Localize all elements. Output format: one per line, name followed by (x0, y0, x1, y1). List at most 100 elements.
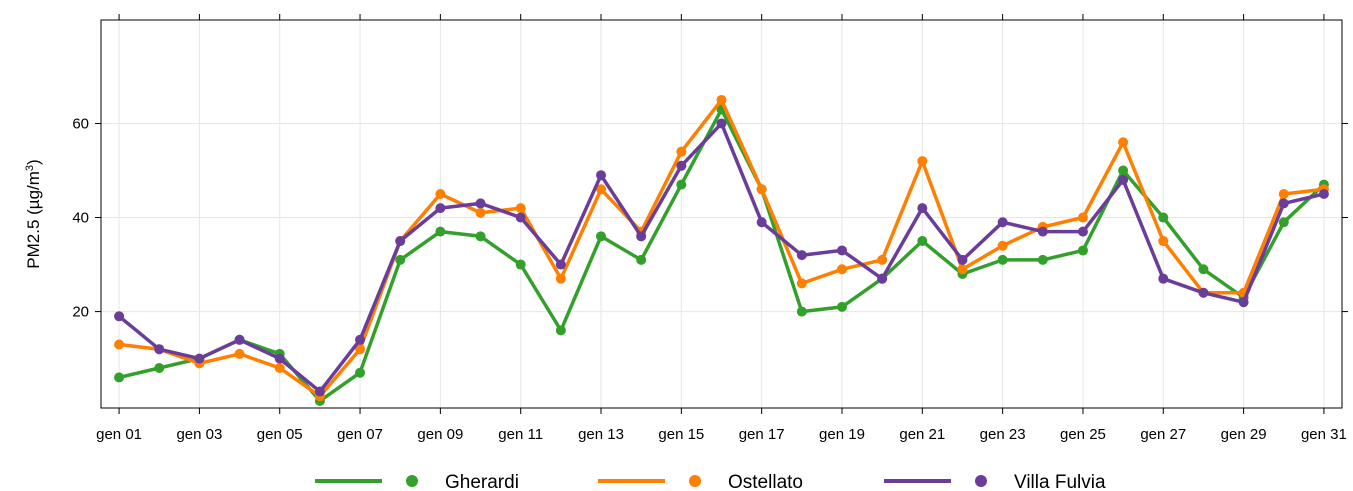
x-tick-label: gen 09 (417, 426, 463, 443)
data-point (596, 170, 607, 181)
data-point (676, 146, 687, 157)
series-gherardi (114, 104, 1329, 406)
y-tick-label: 20 (72, 304, 89, 321)
y-axis-title: PM2.5 (µg/m3) (24, 159, 43, 268)
data-point (515, 212, 526, 223)
data-point (435, 226, 446, 237)
data-point (917, 236, 928, 247)
data-point (515, 203, 526, 214)
data-point (475, 231, 486, 242)
data-point (877, 254, 888, 265)
legend-item-gherardi: Gherardi (315, 472, 519, 491)
legend-item-ostellato: Ostellato (598, 472, 803, 491)
series-line (118, 98, 1325, 398)
data-point (756, 184, 767, 195)
data-point (917, 156, 928, 167)
data-point (395, 254, 406, 265)
data-point (756, 217, 767, 228)
legend-label: Gherardi (445, 472, 519, 491)
data-point (154, 363, 165, 374)
data-point (1278, 217, 1289, 228)
legend-dot-swatch (689, 475, 701, 487)
data-point (997, 254, 1008, 265)
data-point (1037, 254, 1048, 265)
series-ostellato (114, 94, 1329, 402)
legend-dot-swatch (406, 475, 418, 487)
data-point (796, 250, 807, 261)
data-point (957, 254, 968, 265)
data-point (636, 254, 647, 265)
axis-ticks (95, 14, 1348, 414)
data-point (796, 306, 807, 317)
data-point (997, 217, 1008, 228)
data-point (836, 264, 847, 275)
data-point (475, 198, 486, 209)
data-point (154, 344, 165, 355)
data-point (555, 259, 566, 270)
legend-label: Ostellato (728, 472, 803, 491)
data-point (1278, 189, 1289, 200)
data-point (1118, 174, 1129, 185)
data-point (1077, 226, 1088, 237)
x-tick-label: gen 07 (337, 426, 383, 443)
x-tick-label: gen 31 (1301, 426, 1347, 443)
data-point (1118, 165, 1129, 176)
y-axis-title-sup: 3 (24, 165, 36, 171)
data-point (1077, 245, 1088, 256)
data-point (435, 189, 446, 200)
legend-dot-swatch (975, 475, 987, 487)
x-tick-label: gen 17 (739, 426, 785, 443)
data-point (636, 231, 647, 242)
data-point (836, 245, 847, 256)
x-tick-label: gen 05 (257, 426, 303, 443)
data-point (676, 179, 687, 190)
series-lines (114, 94, 1329, 406)
y-tick-label: 40 (72, 210, 89, 227)
data-point (1037, 226, 1048, 237)
x-tick-label: gen 27 (1140, 426, 1186, 443)
y-axis-title-main: PM2.5 (µg/m (24, 171, 43, 269)
data-point (355, 367, 366, 378)
legend-item-villa-fulvia: Villa Fulvia (884, 472, 1106, 491)
data-point (435, 203, 446, 214)
x-tick-label: gen 15 (658, 426, 704, 443)
data-point (555, 325, 566, 336)
data-point (997, 240, 1008, 251)
data-point (596, 184, 607, 195)
series-line (118, 107, 1326, 403)
data-point (234, 348, 245, 359)
x-tick-labels: gen 01 gen 03 gen 05 gen 07 gen 09 gen 11 gen … (96, 426, 1347, 443)
data-point (274, 363, 285, 374)
data-point (1077, 212, 1088, 223)
y-tick-labels: 20 40 60 (72, 115, 89, 320)
data-point (1158, 273, 1169, 284)
data-point (917, 203, 928, 214)
data-point (1238, 297, 1249, 308)
x-tick-label: gen 19 (819, 426, 865, 443)
series-line (117, 121, 1325, 394)
data-point (194, 353, 205, 364)
plot-frame (100, 19, 1343, 409)
data-point (515, 259, 526, 270)
data-point (1318, 189, 1329, 200)
data-point (114, 372, 125, 383)
data-point (114, 311, 125, 322)
data-point (395, 236, 406, 247)
data-point (1158, 212, 1169, 223)
grid-lines (101, 20, 1342, 408)
x-tick-label: gen 25 (1060, 426, 1106, 443)
x-tick-label: gen 21 (899, 426, 945, 443)
series-villa-fulvia (114, 118, 1329, 397)
data-point (596, 231, 607, 242)
data-point (1198, 264, 1209, 275)
data-point (676, 160, 687, 171)
x-tick-label: gen 13 (578, 426, 624, 443)
legend-label: Villa Fulvia (1014, 472, 1106, 491)
data-point (716, 94, 727, 105)
x-tick-label: gen 23 (980, 426, 1026, 443)
data-point (1198, 287, 1209, 298)
data-point (555, 273, 566, 284)
data-point (274, 353, 285, 364)
